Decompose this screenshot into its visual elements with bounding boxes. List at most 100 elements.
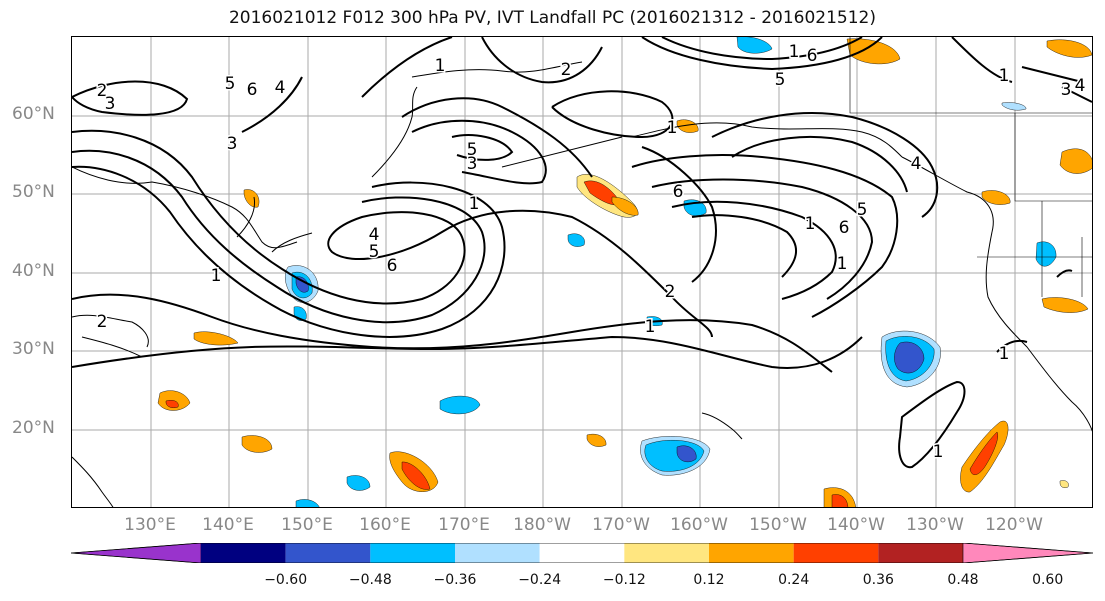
pv-contour [661,37,863,61]
pv-contour-labels: 2 3 5 6 4 3 5 3 1 1 4 5 6 2 1 1 6 5 6 1 … [95,41,1087,464]
contour-label: 1 [999,66,1010,86]
coastlines [72,61,1092,507]
lon-label-160e: 160°E [359,515,411,535]
pv-contour [671,200,837,300]
pv-contour [1056,269,1073,278]
pv-contour [72,293,833,373]
shade-blob [1035,241,1057,267]
lon-label-170w: 170°W [592,515,650,535]
coast-nw-america [901,156,994,233]
pv-contour [951,37,1013,83]
lon-label-130w: 130°W [906,515,964,535]
pv-contour [731,136,908,193]
shade-blob [981,190,1011,205]
contour-label: 1 [837,254,848,274]
lon-label-120w: 120°W [985,515,1043,535]
coast-japan [236,196,313,253]
lat-label-40n: 40°N [12,261,55,281]
coast-west-us [985,231,1092,432]
hawaii [701,412,743,440]
lon-label-150w: 150°W [749,515,807,535]
colorbar-tick-label: −0.48 [348,572,392,588]
shade-blob [894,341,925,374]
pv-contour [72,165,506,338]
contour-label: 6 [673,182,684,202]
pv-contour [711,112,939,218]
colorbar-segment [539,543,625,563]
pv-contour [898,380,966,469]
colorbar-segment [455,543,540,563]
pv-contour [72,129,713,338]
contour-label: 1 [999,344,1010,364]
contour-label: 6 [839,218,850,238]
lon-label-140e: 140°E [202,515,254,535]
borders [849,37,1092,297]
contour-label: 4 [275,78,286,98]
colorbar [71,543,1093,563]
pv-contour [361,37,453,98]
contour-label: 1 [933,442,944,462]
map-canvas: 2 3 5 6 4 3 5 3 1 1 4 5 6 2 1 1 6 5 6 1 … [72,37,1092,507]
contour-label: 1 [667,118,678,138]
pv-contour [641,37,883,71]
contour-label: 1 [211,266,222,286]
lon-label-160w: 160°W [670,515,728,535]
coast-aleutians [501,136,623,168]
coast-alaska [631,122,903,158]
map-title: 2016021012 F012 300 hPa PV, IVT Landfall… [228,8,876,28]
pv-contour [651,178,874,300]
contour-label: 3 [1061,80,1072,100]
contour-label: 3 [467,154,478,174]
lat-label-50n: 50°N [12,182,55,202]
shade-blob [586,433,607,447]
pv-contours [72,37,1092,469]
pv-contour [72,149,486,324]
coast-siberia [411,61,583,78]
shade-blob [193,331,239,346]
pv-contour [691,214,797,278]
lon-label-130e: 130°E [124,515,176,535]
map-panel: 2 3 5 6 4 3 5 3 1 1 4 5 6 2 1 1 6 5 6 1 … [71,36,1093,508]
lat-label-20n: 20°N [12,418,55,438]
pv-contour [401,97,593,178]
shade-blob [1059,480,1069,488]
colorbar-tick-label: −0.60 [264,572,308,588]
colorbar-tick-label: 0.12 [693,572,725,588]
contour-label: 1 [469,194,480,214]
shade-blob [1041,297,1089,313]
lon-label-180w: 180°W [513,515,571,535]
lat-label-60n: 60°N [12,104,55,124]
contour-label: 6 [807,46,818,66]
pv-contour [551,90,674,139]
shade-blob [1001,102,1027,111]
shade-blob [1059,148,1092,174]
colorbar-segment [793,543,879,563]
pv-contour [481,37,603,84]
shade-blob [243,189,260,208]
colorbar-segment [201,543,286,563]
pv-contour [451,134,514,161]
colorbar-segment [962,543,1093,563]
colorbar-segment [709,543,794,563]
shade-blob [1046,39,1092,58]
shade-blob [295,276,309,293]
pv-contour [72,80,189,116]
pv-contour [996,339,1028,353]
coast-korea-china [72,314,149,358]
colorbar-segment [624,543,709,563]
contour-label: 6 [387,256,398,276]
contour-label: 3 [105,94,116,114]
colorbar-tick-label: −0.24 [518,572,562,588]
pv-contour [1061,86,1092,103]
shade-blob [346,475,371,491]
lon-label-170e: 170°E [438,515,490,535]
shade-blob [439,395,481,415]
contour-label: 2 [561,60,572,80]
pv-contour [411,119,547,185]
contour-label: 4 [369,225,380,245]
shade-blob [676,445,697,463]
colorbar-tick-label: 0.60 [1032,572,1064,588]
contour-label: 1 [805,214,816,234]
pv-contour [641,146,717,283]
colorbar-tick-label: 0.36 [862,572,894,588]
